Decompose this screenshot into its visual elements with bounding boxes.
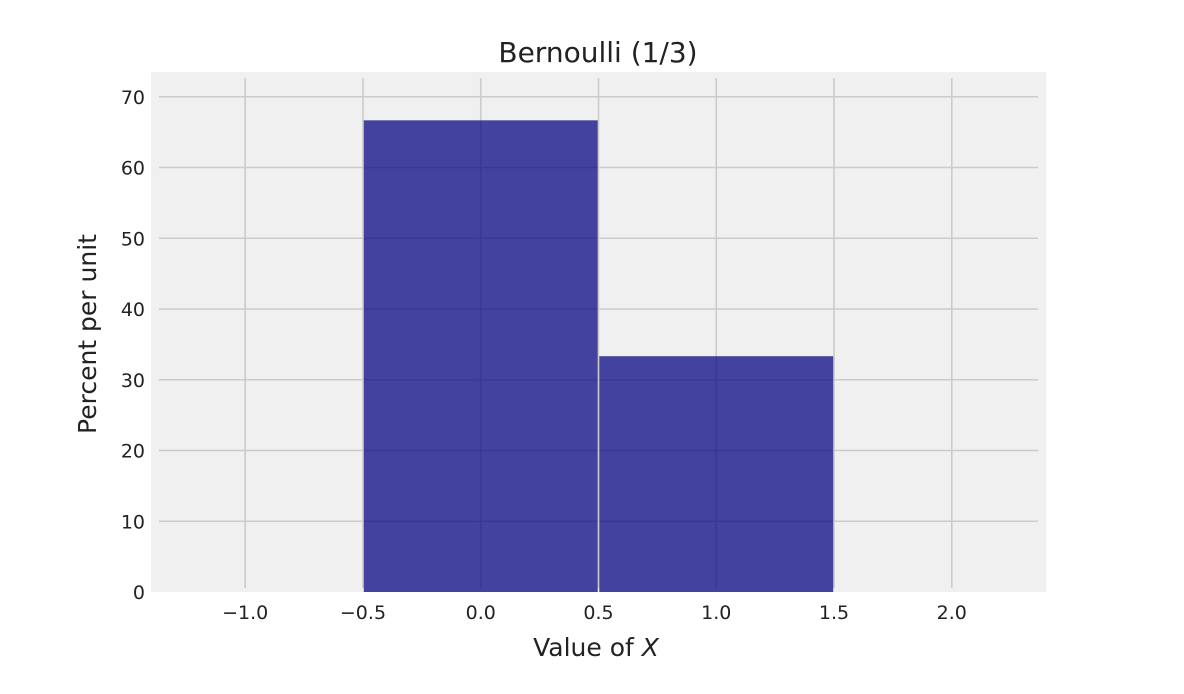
histogram-bar — [599, 356, 834, 592]
histogram-bar — [363, 120, 598, 592]
x-tick-labels: −1.0 −0.5 0.0 0.5 1.0 1.5 2.0 — [222, 602, 967, 624]
x-axis-label: Value of X — [533, 633, 660, 662]
histogram-bars — [363, 120, 834, 592]
y-tick-label: 40 — [121, 299, 145, 321]
y-tick-labels: 0 10 20 30 40 50 60 70 — [121, 87, 145, 604]
chart-title: Bernoulli (1/3) — [498, 36, 697, 69]
x-tick-label: −1.0 — [222, 602, 268, 624]
x-tick-label: 1.5 — [819, 602, 849, 624]
x-tick-label: 0.0 — [466, 602, 496, 624]
y-tick-label: 60 — [121, 158, 145, 180]
y-tick-label: 50 — [121, 228, 145, 250]
x-tick-label: 1.0 — [701, 602, 731, 624]
y-tick-label: 0 — [133, 582, 145, 604]
x-tick-label: −0.5 — [340, 602, 386, 624]
x-tick-label: 2.0 — [937, 602, 967, 624]
x-tick-label: 0.5 — [583, 602, 613, 624]
x-axis-label-prefix: Value of — [533, 633, 642, 662]
x-axis-label-variable: X — [640, 633, 660, 662]
y-tick-label: 70 — [121, 87, 145, 109]
y-tick-label: 20 — [121, 441, 145, 463]
y-tick-label: 10 — [121, 511, 145, 533]
y-axis-label: Percent per unit — [73, 234, 102, 434]
y-tick-label: 30 — [121, 370, 145, 392]
